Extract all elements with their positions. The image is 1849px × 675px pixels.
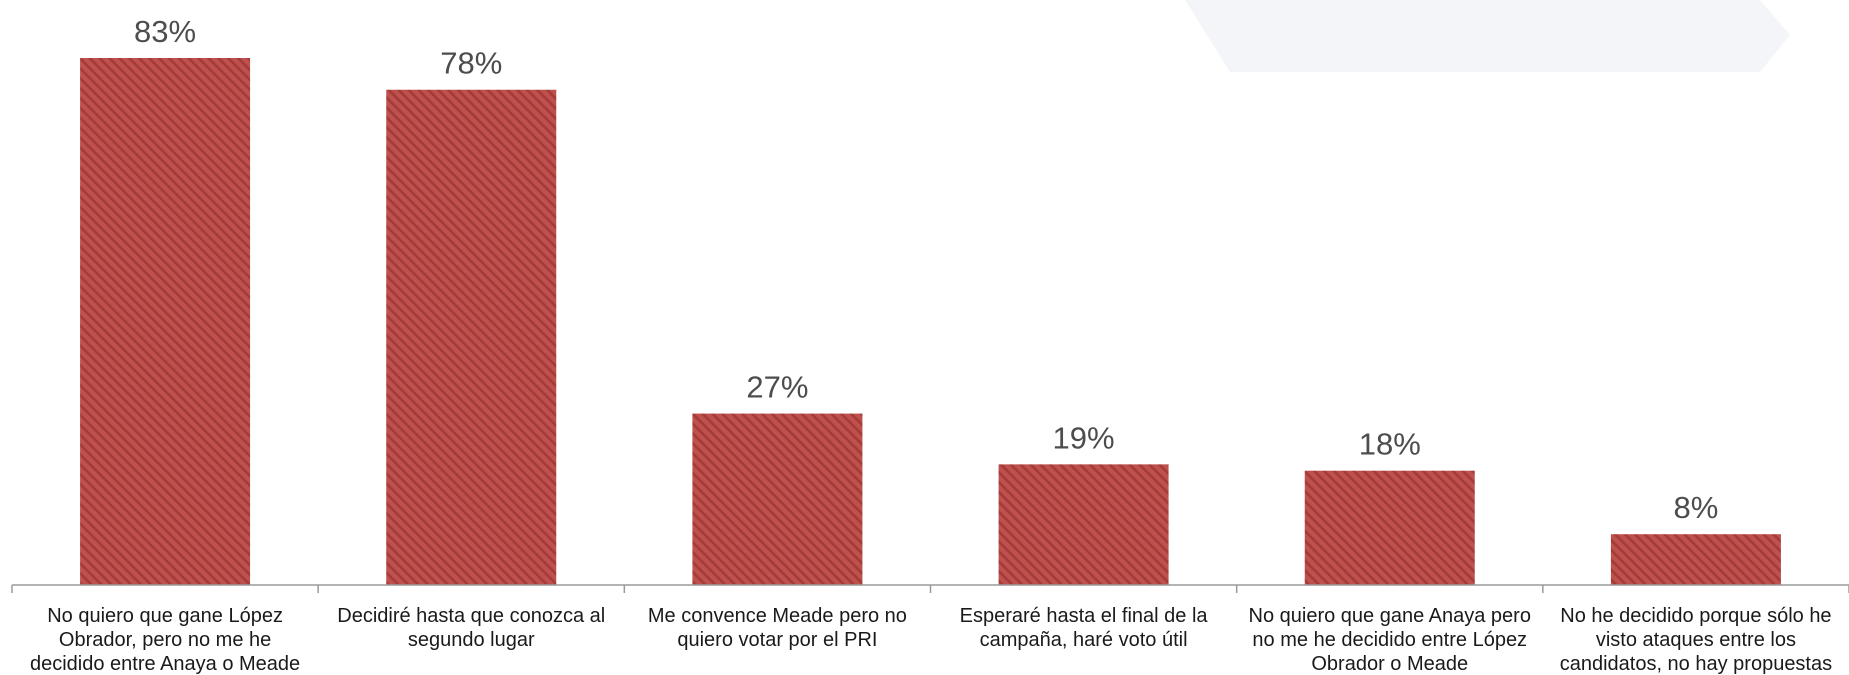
bar (692, 413, 863, 585)
category-label-line: decidido entre Anaya o Meade (30, 653, 300, 675)
category-label: Me convence Meade pero no quiero votar po… (648, 605, 907, 651)
category-label: No quiero que gane López Obrador, pero no… (30, 605, 300, 675)
data-label: 27% (746, 370, 808, 405)
category-label-line: Decidiré hasta que conozca al (337, 605, 605, 627)
bars-group (80, 58, 1781, 586)
bar (386, 89, 557, 586)
category-label-line: visto ataques entre los (1596, 629, 1796, 651)
data-labels-group: 83% 78% 27% 19% 18% 8% (134, 14, 1718, 525)
category-label-line: quiero votar por el PRI (677, 629, 877, 651)
category-label-line: Me convence Meade pero no (648, 605, 907, 627)
category-label-line: Esperaré hasta el final de la (960, 605, 1209, 627)
bar (1610, 534, 1781, 585)
category-label-line: segundo lugar (408, 629, 535, 651)
category-label-line: no me he decidido entre López (1252, 629, 1527, 651)
bar (998, 464, 1169, 585)
category-label-line: Obrador o Meade (1311, 653, 1468, 675)
category-label: No quiero que gane Anaya pero no me he de… (1249, 605, 1531, 675)
category-label: Decidiré hasta que conozca al segundo lug… (337, 605, 605, 651)
bar (1304, 470, 1475, 585)
bar (80, 58, 251, 585)
data-label: 83% (134, 14, 196, 49)
data-label: 18% (1359, 427, 1421, 462)
data-label: 19% (1053, 420, 1115, 455)
category-label-line: campaña, haré voto útil (980, 629, 1188, 651)
category-label: Esperaré hasta el final de la campaña, ha… (960, 605, 1209, 651)
category-label: No he decidido porque sólo he visto ataqu… (1560, 605, 1832, 675)
background-arrow-shape (1185, 0, 1790, 72)
x-axis-ticks-group (11, 585, 1849, 593)
category-label-line: No he decidido porque sólo he (1560, 605, 1831, 627)
data-label: 78% (440, 46, 502, 81)
category-label-line: No quiero que gane Anaya pero (1249, 605, 1531, 627)
data-label: 8% (1674, 490, 1719, 525)
category-labels-group: No quiero que gane López Obrador, pero no… (30, 605, 1832, 675)
category-label-line: Obrador, pero no me he (59, 629, 271, 651)
category-label-line: candidatos, no hay propuestas (1560, 653, 1832, 675)
category-label-line: No quiero que gane López (47, 605, 283, 627)
